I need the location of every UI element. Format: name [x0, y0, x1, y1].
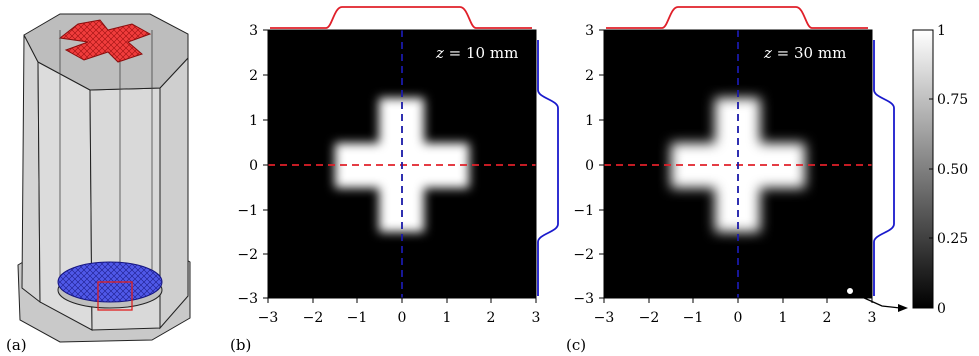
colorbar: 1 0.75 0.50 0.25 0: [912, 23, 968, 317]
x-tick-label: 0: [398, 310, 407, 326]
x-tick-label: 3: [532, 310, 541, 326]
panel-b: −3 −2 −1 0 1 2 3 3 2 1 0 −1 −2 −3 z = 10…: [237, 6, 559, 326]
panel-label-a: (a): [6, 336, 27, 354]
x-tick-label: 0: [734, 310, 743, 326]
x-ticks: [267, 298, 537, 303]
prism-face-left: [21, 34, 41, 304]
x-tick-label: −2: [303, 310, 324, 326]
y-tick-label: 3: [249, 23, 258, 39]
detector-highlight-box: [97, 281, 133, 311]
top-intensity-profile: [606, 6, 868, 29]
z-value: = 10 mm: [444, 44, 518, 62]
sample-point-marker: [846, 287, 854, 295]
z-value: = 30 mm: [772, 44, 846, 62]
colorbar-tick-label: 0.25: [937, 231, 968, 247]
y-tick-label: 1: [585, 113, 594, 129]
z-variable: z: [435, 44, 444, 62]
x-tick-label: 3: [868, 310, 877, 326]
y-ticks: [599, 29, 604, 299]
z-annotation: z = 10 mm: [435, 44, 518, 62]
y-tick-label: −1: [237, 203, 258, 219]
right-intensity-profile: [537, 40, 559, 296]
prism-illustration: [17, 13, 191, 343]
colorbar-tick-label: 1: [937, 23, 946, 39]
x-tick-label: 2: [487, 310, 496, 326]
x-tick-label: −3: [258, 310, 279, 326]
y-tick-label: −3: [573, 291, 594, 307]
pointer-arrowhead: [898, 304, 908, 312]
pointer-arrow: [852, 292, 901, 309]
panel-label-c: (c): [566, 336, 586, 354]
colorbar-tick-label: 0: [937, 301, 946, 317]
y-tick-label: 3: [585, 23, 594, 39]
y-tick-label: −1: [573, 203, 594, 219]
y-tick-label: 0: [249, 158, 258, 174]
x-tick-label: −1: [683, 310, 704, 326]
prism-face-right: [159, 56, 189, 330]
y-tick-label: 2: [249, 68, 258, 84]
x-ticks: [603, 298, 873, 303]
x-tick-label: 1: [443, 310, 452, 326]
z-annotation: z = 30 mm: [763, 44, 846, 62]
y-tick-label: −2: [237, 247, 258, 263]
x-tick-label: 2: [823, 310, 832, 326]
y-tick-label: 2: [585, 68, 594, 84]
z-variable: z: [763, 44, 772, 62]
y-ticks: [263, 29, 268, 299]
top-cross-mesh: [58, 19, 152, 63]
panel-c: −3 −2 −1 0 1 2 3 3 2 1 0 −1 −2 −3 z = 30…: [573, 6, 908, 326]
y-tick-label: −3: [237, 291, 258, 307]
panel-label-b: (b): [230, 336, 251, 354]
y-tick-label: −2: [573, 247, 594, 263]
y-tick-label: 1: [249, 113, 258, 129]
colorbar-tick-label: 0.75: [937, 92, 968, 108]
x-tick-label: −3: [594, 310, 615, 326]
top-intensity-profile: [270, 6, 532, 29]
right-intensity-profile: [873, 40, 895, 296]
x-tick-label: 1: [779, 310, 788, 326]
x-tick-label: −1: [347, 310, 368, 326]
y-tick-label: 0: [585, 158, 594, 174]
x-tick-label: −2: [639, 310, 660, 326]
colorbar-tick-label: 0.50: [937, 162, 968, 178]
